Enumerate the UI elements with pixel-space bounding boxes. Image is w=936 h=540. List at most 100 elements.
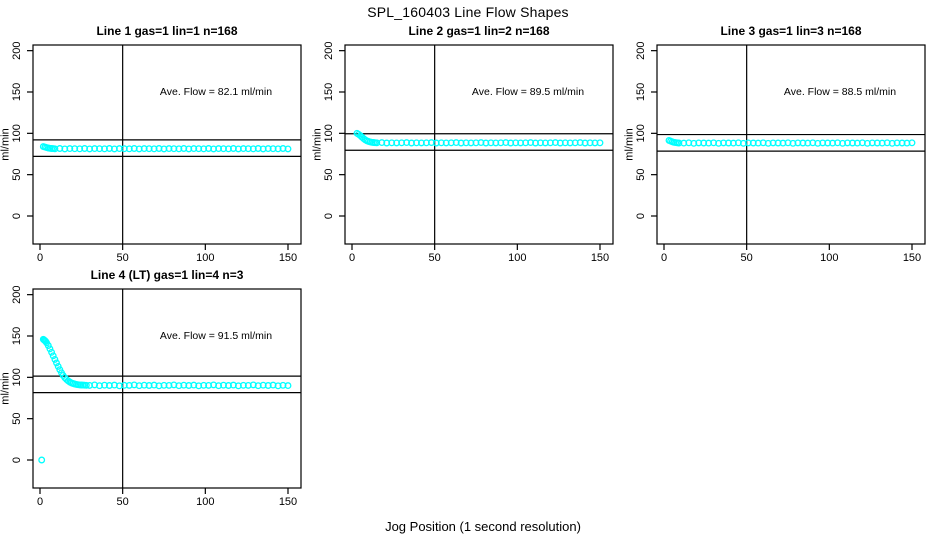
x-axis-label: Jog Position (1 second resolution) — [385, 519, 581, 534]
subplot-title: Line 2 gas=1 lin=2 n=168 — [408, 24, 550, 38]
data-point — [477, 139, 485, 147]
x-tick-label: 150 — [591, 252, 609, 264]
data-point — [849, 139, 856, 147]
data-point — [789, 139, 797, 147]
y-tick-label: 50 — [11, 413, 23, 425]
data-point — [264, 145, 272, 153]
plot-canvas-line2: 0 50 100 150 0 50 100 150 200 — [323, 41, 614, 264]
y-axis-label: ml/min — [0, 372, 12, 405]
y-tick-label: 50 — [11, 169, 23, 181]
y-tick-label: 200 — [11, 285, 23, 303]
y-tick-label: 150 — [635, 83, 647, 101]
data-point — [596, 139, 604, 147]
data-point — [537, 139, 544, 147]
y-tick-label: 0 — [635, 213, 647, 219]
data-point — [512, 139, 520, 147]
data-point — [101, 381, 108, 389]
data-point — [898, 139, 906, 147]
x-tick-label: 0 — [661, 252, 667, 264]
data-point — [378, 139, 386, 147]
subplot-line3: 0 50 100 150 0 50 100 150 200 Line 3 gas=1 lin=3… — [624, 22, 936, 268]
y-axis-label: ml/min — [0, 128, 12, 161]
data-point — [675, 139, 683, 147]
data-point — [82, 381, 90, 389]
data-point — [91, 145, 99, 153]
data-point — [48, 348, 56, 356]
data-point — [200, 145, 208, 153]
data-point — [452, 139, 460, 147]
x-tick-label: 50 — [117, 496, 129, 508]
data-point — [51, 355, 59, 363]
data-point — [46, 345, 54, 353]
plot-box — [32, 288, 302, 489]
x-tick-label: 50 — [429, 252, 441, 264]
data-point — [403, 139, 411, 147]
x-tick-label: 50 — [117, 252, 129, 264]
data-point — [487, 139, 495, 147]
ave-flow-annotation: Ave. Flow = 82.1 ml/min — [159, 86, 273, 98]
data-point — [175, 145, 183, 153]
data-point — [215, 382, 223, 390]
data-point — [388, 139, 396, 147]
data-point — [150, 145, 158, 153]
data-point — [427, 139, 435, 147]
x-tick-label: 100 — [196, 496, 214, 508]
plot-canvas-line3: 0 50 100 150 0 50 100 150 200 — [635, 41, 926, 264]
data-point — [215, 145, 223, 153]
data-point — [76, 145, 84, 153]
x-tick-label: 100 — [508, 252, 526, 264]
data-point — [561, 139, 569, 147]
data-point — [66, 145, 74, 153]
y-tick-label: 0 — [11, 457, 23, 463]
data-point — [462, 139, 470, 147]
data-point — [715, 139, 723, 147]
data-point — [225, 382, 232, 389]
data-point — [413, 139, 420, 147]
data-point — [274, 382, 282, 390]
data-point — [586, 139, 594, 147]
data-point — [824, 139, 832, 147]
data-point — [115, 145, 123, 153]
data-point — [54, 362, 62, 370]
x-tick-label: 100 — [196, 252, 214, 264]
data-point — [125, 381, 133, 389]
ave-flow-annotation: Ave. Flow = 91.5 ml/min — [159, 330, 273, 342]
data-point — [53, 359, 60, 367]
y-tick-label: 200 — [323, 41, 335, 59]
y-tick-label: 150 — [11, 327, 23, 345]
y-tick-label: 200 — [635, 41, 647, 59]
y-tick-label: 100 — [323, 124, 335, 142]
y-tick-label: 0 — [11, 213, 23, 219]
plot-box — [32, 44, 302, 245]
data-point — [888, 139, 896, 147]
y-tick-label: 0 — [323, 213, 335, 219]
data-point — [576, 139, 584, 147]
data-point — [749, 139, 757, 147]
x-tick-label: 150 — [279, 252, 297, 264]
data-point — [165, 145, 173, 153]
data-point — [725, 139, 732, 147]
data-point — [175, 382, 183, 390]
data-point — [115, 382, 123, 390]
data-point — [527, 139, 535, 147]
data-point — [774, 139, 782, 147]
data-point — [814, 139, 822, 147]
y-tick-label: 150 — [323, 83, 335, 101]
data-point — [140, 381, 148, 389]
data-point — [502, 139, 510, 147]
x-tick-label: 0 — [37, 496, 43, 508]
plot-canvas-line4: 0 50 100 150 0 50 100 150 200 — [11, 285, 302, 508]
y-tick-label: 100 — [635, 124, 647, 142]
data-point — [274, 145, 282, 153]
y-tick-label: 50 — [323, 169, 335, 181]
figure-title: SPL_160403 Line Flow Shapes — [367, 4, 569, 20]
data-point — [551, 139, 559, 147]
y-tick-label: 150 — [11, 83, 23, 101]
subplot-line1: 0 50 100 150 0 50 100 150 200 Line 1 gas=1 lin=1… — [0, 22, 312, 268]
y-tick-label: 200 — [11, 41, 23, 59]
data-point — [739, 139, 747, 147]
x-tick-label: 150 — [903, 252, 921, 264]
data-point — [264, 382, 272, 389]
data-point — [125, 145, 133, 153]
